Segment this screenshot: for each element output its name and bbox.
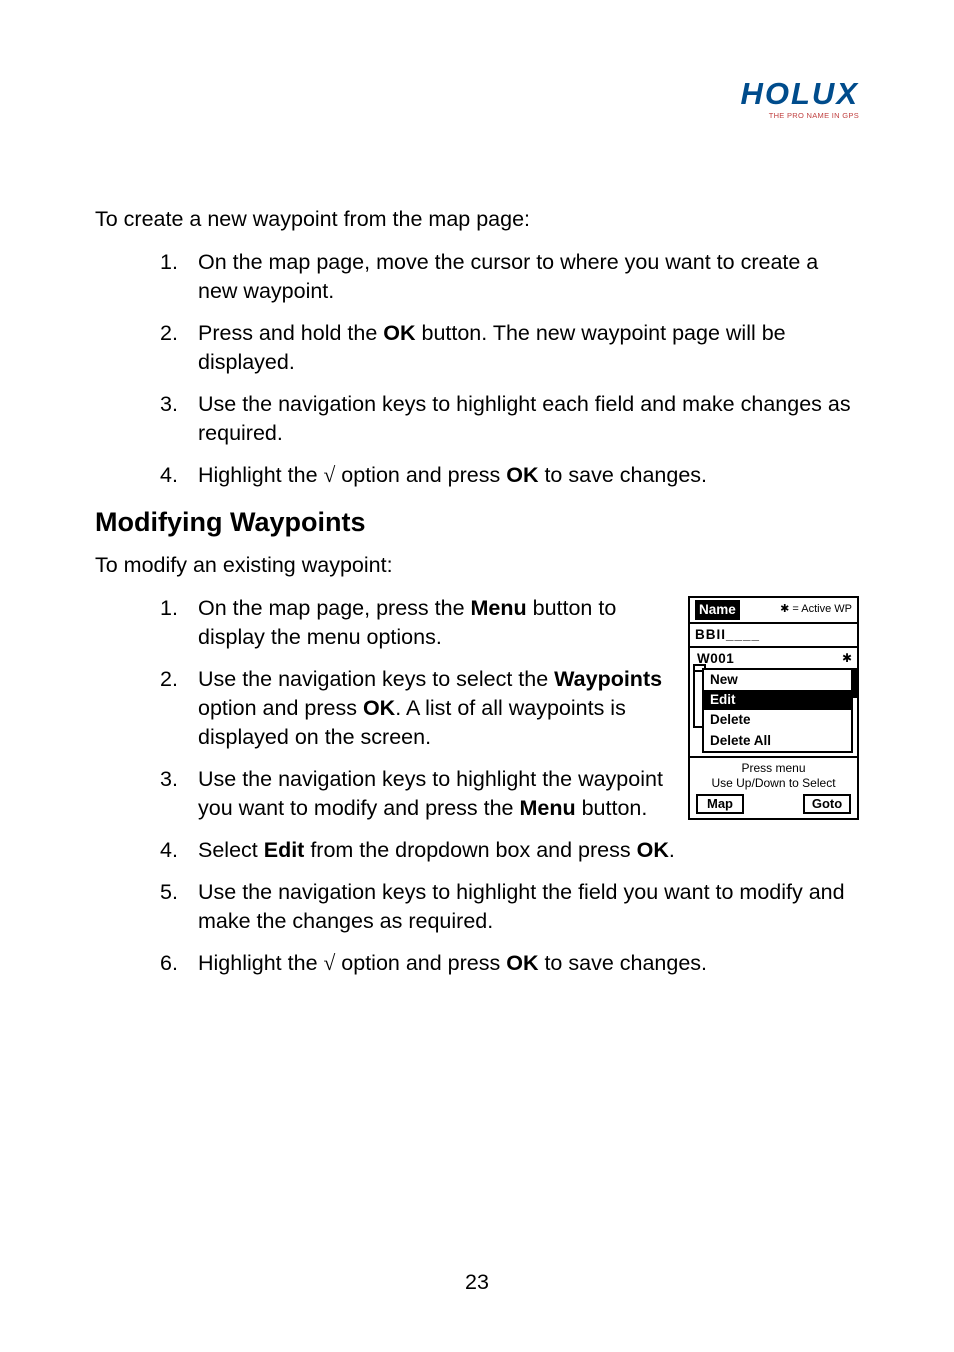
item-text: option and press: [198, 696, 363, 720]
logo-text: HOLUX: [741, 78, 860, 109]
list-item: 2. Press and hold the OK button. The new…: [160, 319, 859, 377]
item-number: 6.: [160, 949, 178, 978]
item-text: Select: [198, 838, 264, 862]
item-number: 4.: [160, 461, 178, 490]
bold-text: OK: [506, 951, 538, 975]
item-text: button.: [576, 796, 648, 820]
page-number: 23: [0, 1268, 954, 1297]
checkmark-symbol: √: [324, 951, 336, 975]
brand-logo: HOLUX THE PRO NAME IN GPS: [741, 78, 860, 121]
intro-paragraph-2: To modify an existing waypoint:: [95, 551, 859, 580]
list-item: 1. On the map page, press the Menu butto…: [160, 594, 859, 652]
item-text: .: [669, 838, 675, 862]
item-text: option and press: [335, 463, 506, 487]
item-text: to save changes.: [538, 463, 707, 487]
bold-text: OK: [363, 696, 395, 720]
item-number: 3.: [160, 765, 178, 794]
item-text: Use the navigation keys to highlight eac…: [198, 392, 851, 445]
list-item: 4. Select Edit from the dropdown box and…: [160, 836, 859, 865]
item-text: Use the navigation keys to highlight the…: [198, 880, 845, 933]
item-text: Use the navigation keys to select the: [198, 667, 554, 691]
bold-text: Edit: [264, 838, 305, 862]
item-number: 1.: [160, 248, 178, 277]
item-number: 5.: [160, 878, 178, 907]
bold-text: Menu: [519, 796, 575, 820]
list-item: 3. Use the navigation keys to highlight …: [160, 765, 859, 823]
bold-text: OK: [637, 838, 669, 862]
modify-waypoint-steps: 1. On the map page, press the Menu butto…: [160, 594, 859, 978]
list-item: 3. Use the navigation keys to highlight …: [160, 390, 859, 448]
list-item: 2. Use the navigation keys to select the…: [160, 665, 859, 752]
item-number: 4.: [160, 836, 178, 865]
item-text: Press and hold the: [198, 321, 383, 345]
item-text: option and press: [335, 951, 506, 975]
checkmark-symbol: √: [324, 463, 336, 487]
list-item: 4. Highlight the √ option and press OK t…: [160, 461, 859, 490]
bold-text: Waypoints: [554, 667, 662, 691]
section-heading: Modifying Waypoints: [95, 504, 859, 540]
list-item: 1. On the map page, move the cursor to w…: [160, 248, 859, 306]
item-number: 2.: [160, 665, 178, 694]
intro-paragraph-1: To create a new waypoint from the map pa…: [95, 205, 859, 234]
bold-text: OK: [506, 463, 538, 487]
logo-tagline: THE PRO NAME IN GPS: [741, 111, 860, 121]
item-number: 1.: [160, 594, 178, 623]
item-text: Highlight the: [198, 463, 324, 487]
list-item: 5. Use the navigation keys to highlight …: [160, 878, 859, 936]
list-item: 6. Highlight the √ option and press OK t…: [160, 949, 859, 978]
bold-text: Menu: [471, 596, 527, 620]
create-waypoint-steps: 1. On the map page, move the cursor to w…: [160, 248, 859, 490]
item-text: Highlight the: [198, 951, 324, 975]
item-text: On the map page, press the: [198, 596, 471, 620]
bold-text: OK: [383, 321, 415, 345]
item-number: 2.: [160, 319, 178, 348]
item-text: from the dropdown box and press: [304, 838, 636, 862]
item-text: On the map page, move the cursor to wher…: [198, 250, 818, 303]
item-text: to save changes.: [538, 951, 707, 975]
item-number: 3.: [160, 390, 178, 419]
